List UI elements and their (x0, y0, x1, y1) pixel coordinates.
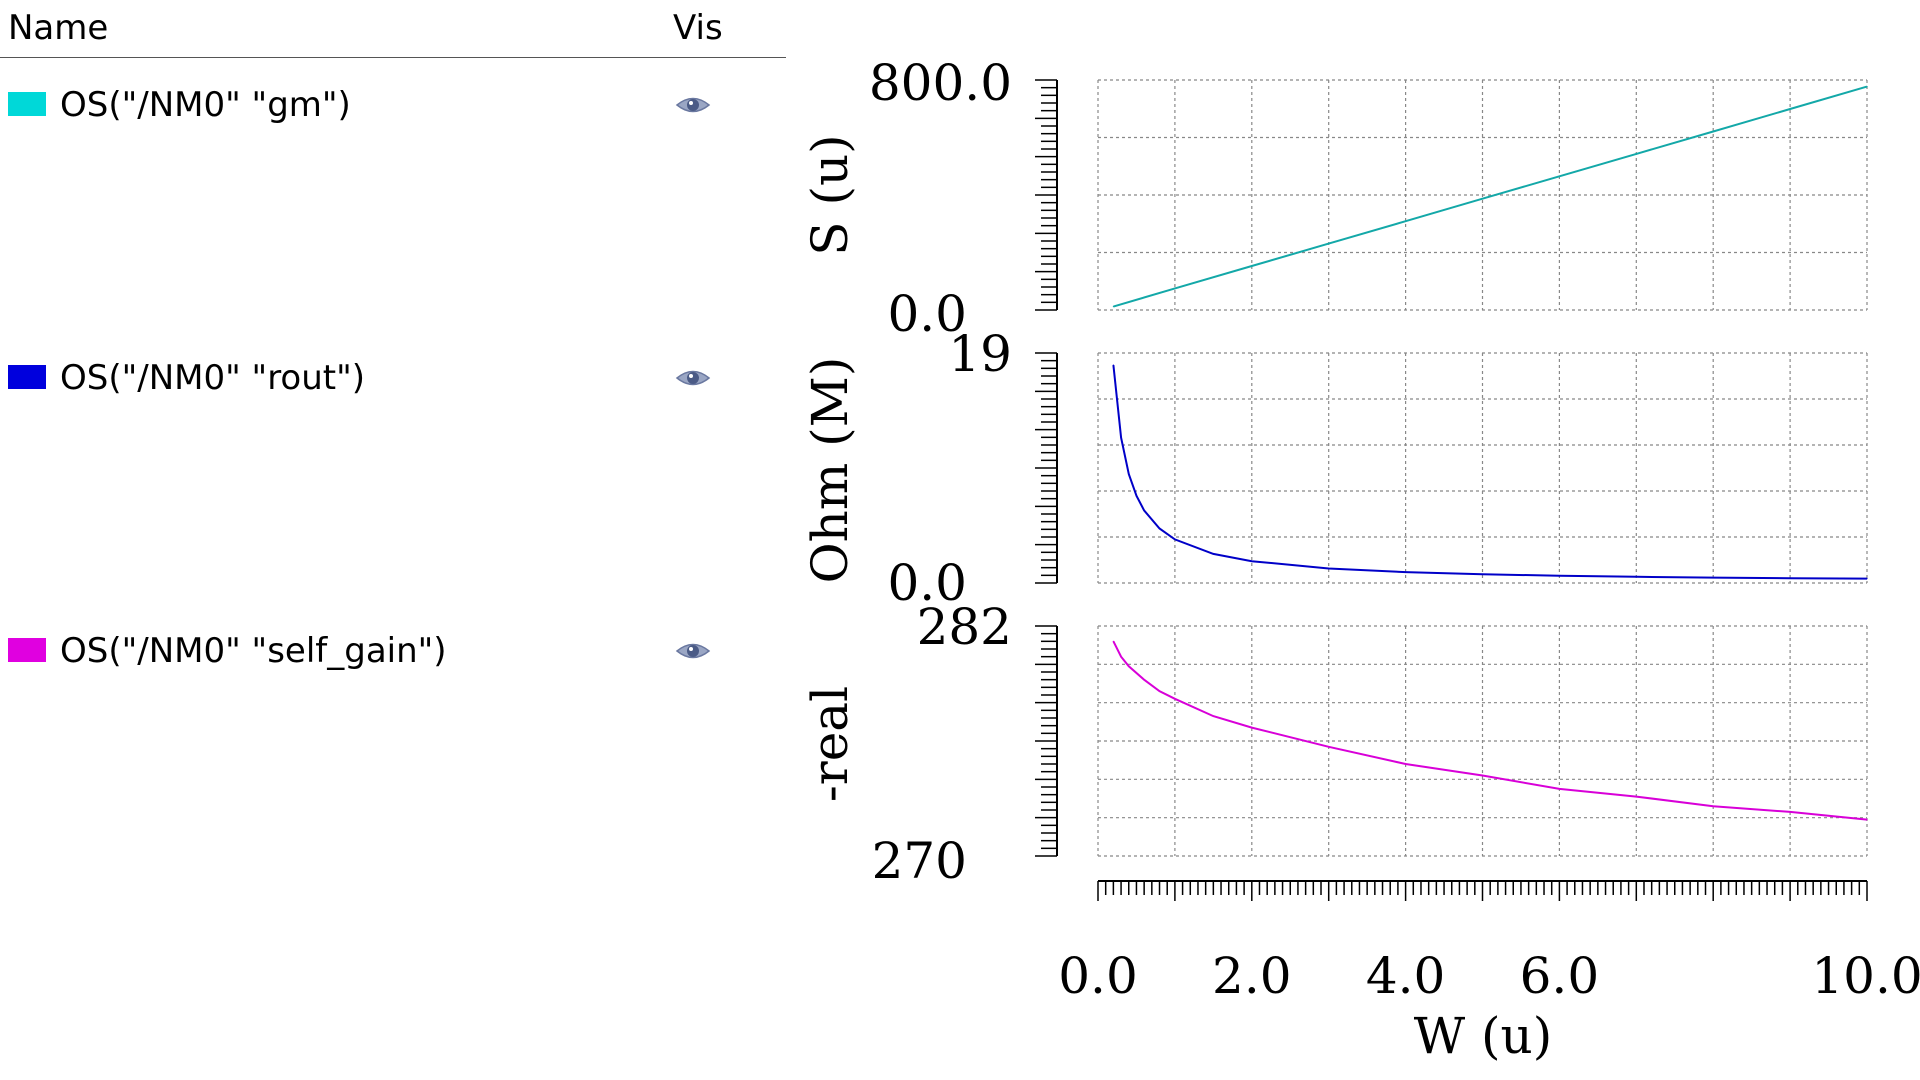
rout-y-min-label: 0.0 (887, 554, 967, 612)
eye-icon[interactable] (675, 638, 711, 664)
gm-color-swatch (8, 92, 46, 116)
gm-data-point (1712, 130, 1714, 133)
eye-icon[interactable] (675, 92, 711, 118)
self_gain-data-point (1405, 763, 1407, 765)
gm-y-max-label: 800.0 (869, 54, 1012, 112)
gm-data-point (1481, 198, 1484, 200)
gm-data-point (1866, 86, 1868, 88)
rout-data-point (1112, 364, 1114, 366)
rout-data-point (1712, 576, 1714, 579)
self_gain-y-min-label: 270 (872, 832, 967, 890)
legend-row-self-gain[interactable]: OS("/NM0" "self_gain") (0, 626, 786, 676)
x-tick-label: 4.0 (1366, 947, 1446, 1005)
rout-color-swatch (8, 365, 46, 389)
self_gain-data-point (1789, 811, 1791, 813)
self_gain-data-point (1143, 679, 1145, 681)
rout-data-point (1635, 576, 1637, 578)
self_gain-data-point (1481, 774, 1484, 777)
gm-data-point (1635, 153, 1637, 155)
self_gain-data-point (1174, 698, 1176, 700)
self_gain-data-point (1635, 795, 1637, 798)
rout-data-point (1328, 567, 1330, 570)
self_gain-data-point (1558, 788, 1560, 790)
gm-data-point (1112, 305, 1114, 308)
gm-data-point (1174, 287, 1176, 290)
rout-data-point (1135, 495, 1138, 497)
gm-series-line (1113, 85, 1868, 308)
vis-column-header[interactable]: Vis (673, 8, 723, 48)
self_gain-data-point (1212, 715, 1214, 717)
self_gain-data-point (1866, 818, 1868, 821)
self_gain-data-point (1128, 665, 1130, 667)
gm-y-min-label: 0.0 (887, 285, 967, 343)
self_gain-data-point (1112, 640, 1114, 642)
gm-data-point (1405, 220, 1407, 222)
rout-data-point (1212, 553, 1214, 555)
self_gain-data-point (1712, 805, 1714, 807)
rout-data-point (1120, 437, 1122, 439)
x-axis-title: W (u) (1414, 1007, 1553, 1065)
self-gain-trace-label: OS("/NM0" "self_gain") (60, 631, 447, 671)
eye-icon[interactable] (675, 365, 711, 391)
self_gain-y-max-label: 282 (917, 598, 1012, 656)
x-tick-label: 10.0 (1811, 947, 1920, 1005)
rout-series-line (1112, 364, 1868, 580)
rout-data-point (1143, 509, 1145, 511)
rout-data-point (1405, 571, 1407, 573)
x-tick-label: 6.0 (1520, 947, 1600, 1005)
self_gain-data-point (1120, 656, 1122, 658)
rout-trace-label: OS("/NM0" "rout") (60, 358, 366, 398)
legend-header: Name Vis (0, 0, 786, 58)
rout-data-point (1128, 473, 1130, 475)
self_gain-y-axis-title: -real (801, 686, 859, 802)
gm-data-point (1789, 108, 1791, 110)
rout-data-point (1174, 538, 1176, 541)
x-tick-label: 2.0 (1212, 947, 1292, 1005)
self_gain-data-point (1158, 690, 1161, 692)
rout-y-max-label: 19 (948, 325, 1012, 383)
gm-data-point (1558, 175, 1560, 177)
rout-data-point (1481, 573, 1484, 575)
gm-data-point (1328, 242, 1330, 245)
legend-row-rout[interactable]: OS("/NM0" "rout") (0, 353, 786, 403)
legend-row-gm[interactable]: OS("/NM0" "gm") (0, 80, 786, 130)
self_gain-series-line (1112, 640, 1868, 821)
rout-data-point (1558, 575, 1560, 577)
rout-data-point (1789, 577, 1791, 579)
self_gain-data-point (1328, 746, 1330, 748)
gm-y-axis-title: S (u) (801, 134, 859, 255)
rout-data-point (1251, 560, 1253, 562)
self-gain-color-swatch (8, 638, 46, 662)
gm-data-point (1251, 265, 1253, 267)
x-tick-label: 0.0 (1058, 947, 1138, 1005)
rout-data-point (1158, 527, 1161, 530)
rout-y-axis-title: Ohm (M) (801, 357, 859, 584)
trace-legend-panel: Name Vis OS("/NM0" "gm") OS("/NM0" "rout… (0, 0, 790, 1080)
name-column-header[interactable]: Name (8, 8, 109, 48)
gm-trace-label: OS("/NM0" "gm") (60, 85, 351, 125)
rout-data-point (1866, 578, 1868, 580)
self_gain-data-point (1251, 726, 1253, 729)
